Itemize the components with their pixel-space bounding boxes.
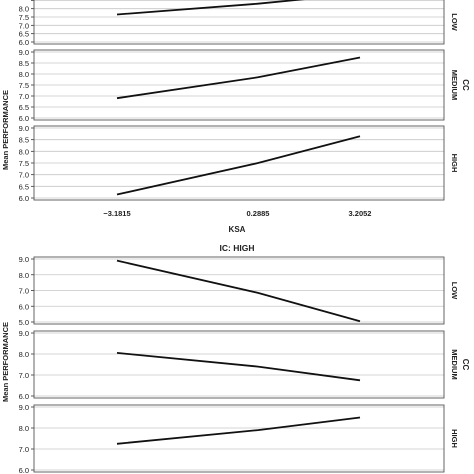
- y-tick-label: 8.0: [19, 147, 29, 156]
- series-line-low: [116, 0, 305, 16]
- facet-panel-medium: 6.0 6.5 7.0 7.5 8.0 8.5 9.0 MEDIUM: [19, 48, 459, 123]
- y-tick-label: 6.5: [19, 103, 29, 112]
- y-tick-label: 7.0: [19, 445, 29, 454]
- y-tick-label: 7.0: [19, 287, 29, 296]
- series-line-medium: [116, 56, 361, 100]
- series-line-medium: [116, 352, 361, 382]
- y-tick-label: 8.0: [19, 5, 29, 14]
- panel-frame: [33, 330, 445, 399]
- y-tick-label: 7.0: [19, 92, 29, 101]
- facet-panel-high: 6.0 6.5 7.0 7.5 8.0 8.5 9.0 HIGH: [19, 124, 459, 203]
- y-tick-label: 8.5: [19, 136, 29, 145]
- y-tick-label: 7.5: [19, 81, 29, 90]
- y-tick-label: 9.0: [19, 124, 29, 133]
- facet-panel-low: 6.06.57.07.58.0 LOW: [19, 0, 459, 47]
- y-tick-label: 7.5: [19, 13, 29, 22]
- y-tick-label: 6.0: [19, 194, 29, 203]
- y-tick-label: 9.0: [19, 403, 29, 412]
- y-tick-label: 6.0: [19, 114, 29, 123]
- y-tick-label: 6.5: [19, 182, 29, 191]
- facet-row-label: MEDIUM: [450, 70, 459, 100]
- facet-row-label: LOW: [450, 282, 459, 300]
- panel-frame: [33, 256, 445, 325]
- chart-2: IC: HIGH 5.0 6.0 7.0 8.0 9.0 LOW 6.0 7.0 8.0 9.0 ME…: [1, 243, 470, 474]
- series-line-high: [116, 416, 361, 445]
- facet-variable-label: CC: [461, 359, 470, 371]
- y-tick-label: 7.0: [19, 371, 29, 380]
- y-tick-label: 8.0: [19, 271, 29, 280]
- facet-row-label: MEDIUM: [450, 349, 459, 379]
- facet-panel-low: 5.0 6.0 7.0 8.0 9.0 LOW: [19, 255, 459, 327]
- x-tick-label: 0.2885: [247, 209, 270, 218]
- facet-variable-label: CC: [461, 79, 470, 91]
- y-tick-label: 5.0: [19, 318, 29, 327]
- y-tick-label: 9.0: [19, 329, 29, 338]
- series-line-low: [116, 259, 361, 323]
- panel-frame: [33, 125, 445, 201]
- series-line-high: [116, 135, 361, 196]
- y-tick-label: 6.5: [19, 30, 29, 39]
- y-tick-label: 9.0: [19, 255, 29, 264]
- y-axis-label: Mean PERFORMANCE: [1, 90, 10, 170]
- y-tick-label: 6.0: [19, 302, 29, 311]
- facet-row-label: HIGH: [450, 154, 459, 173]
- y-tick-label: 6.0: [19, 466, 29, 474]
- y-tick-label: 6.0: [19, 392, 29, 401]
- facet-row-label: LOW: [450, 13, 459, 31]
- chart-title: IC: HIGH: [220, 243, 255, 253]
- y-axis-label: Mean PERFORMANCE: [1, 322, 10, 402]
- facet-panel-medium: 6.0 7.0 8.0 9.0 MEDIUM: [19, 329, 459, 401]
- facet-row-label: HIGH: [450, 429, 459, 448]
- panel-frame: [33, 404, 445, 473]
- y-tick-label: 6.0: [19, 38, 29, 47]
- y-tick-label: 7.0: [19, 171, 29, 180]
- y-tick-label: 9.0: [19, 48, 29, 57]
- y-tick-label: 8.5: [19, 59, 29, 68]
- x-tick-label: 3.2052: [349, 209, 372, 218]
- y-tick-label: 8.0: [19, 424, 29, 433]
- y-tick-label: 8.0: [19, 350, 29, 359]
- y-tick-label: 7.0: [19, 21, 29, 30]
- x-axis-label: KSA: [229, 225, 246, 234]
- y-tick-label: 7.5: [19, 159, 29, 168]
- chart-1: 6.06.57.07.58.0LOW6.06.57.07.58.08.59.0M…: [1, 0, 470, 234]
- x-tick-label: −3.1815: [103, 209, 130, 218]
- panel-frame: [33, 49, 445, 121]
- facet-panel-high: 6.0 7.0 8.0 9.0 HIGH: [19, 403, 459, 474]
- panel-frame: [33, 0, 445, 45]
- y-tick-label: 8.0: [19, 70, 29, 79]
